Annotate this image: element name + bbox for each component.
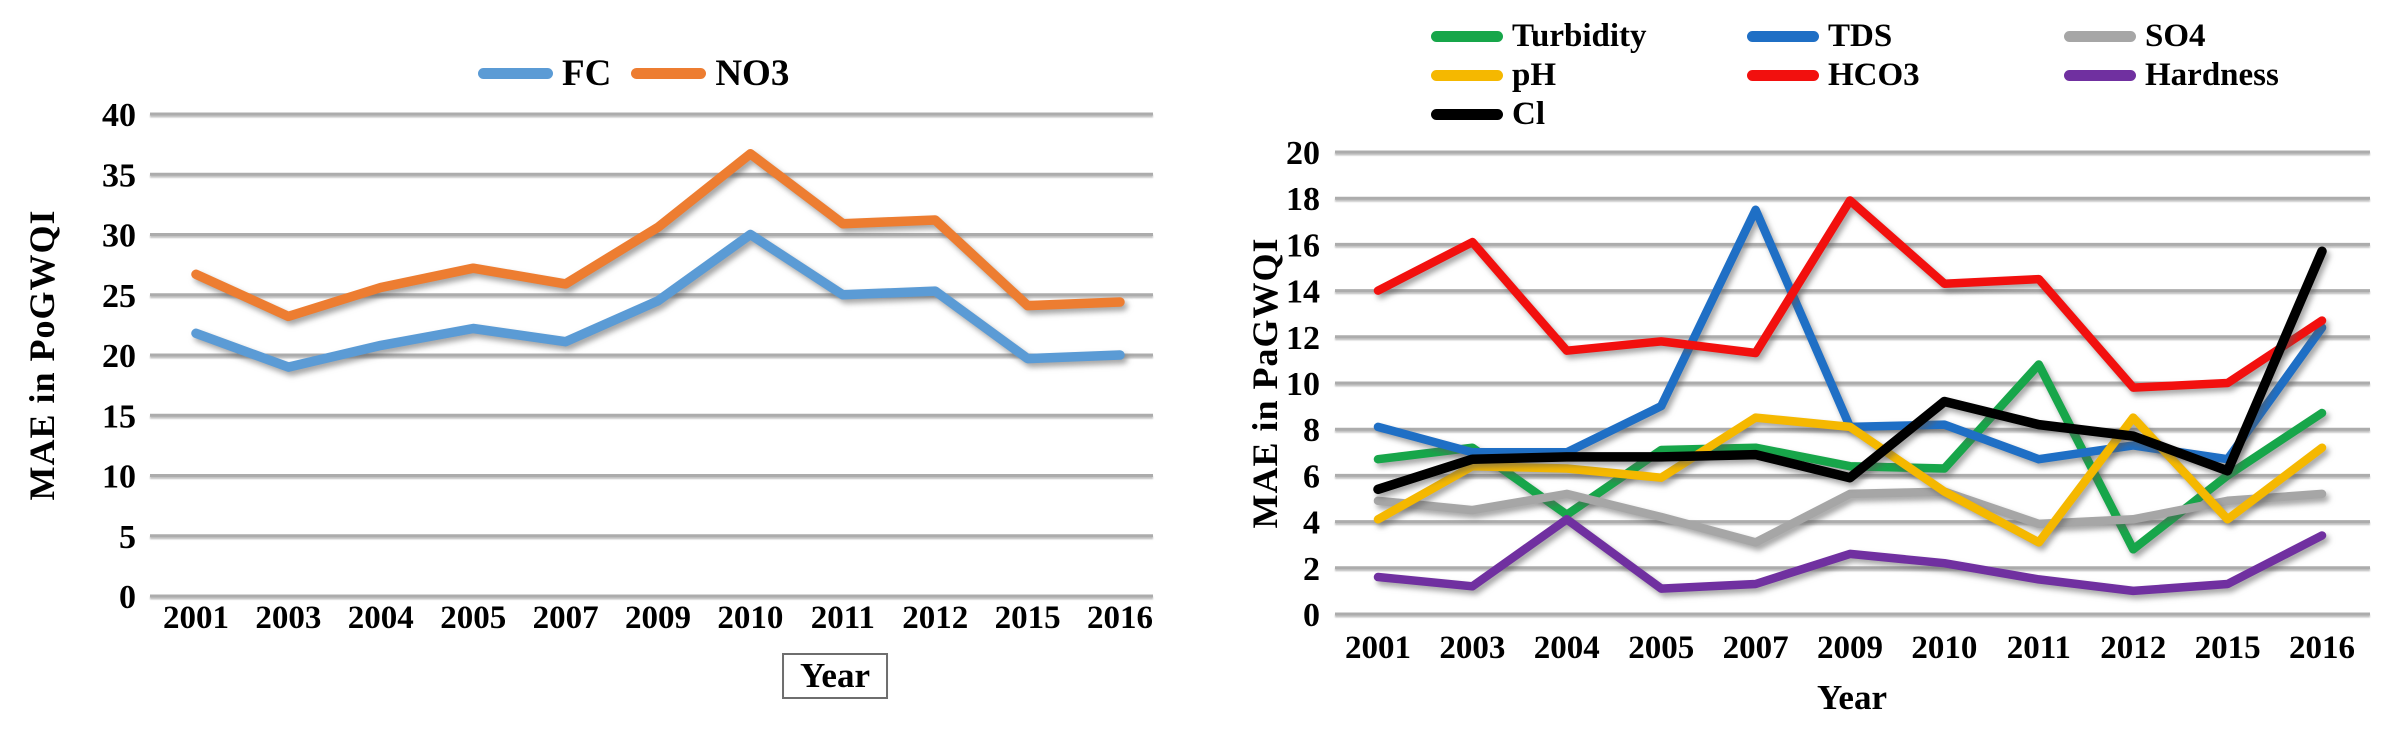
legend-item-no3: NO3 bbox=[631, 52, 789, 95]
series-line-cl bbox=[1373, 246, 2327, 495]
x-tick-label: 2016 bbox=[2289, 630, 2355, 666]
legend-swatch-hardness-icon bbox=[2064, 70, 2136, 81]
legend-item-fc: FC bbox=[478, 52, 611, 95]
x-tick-label: 2005 bbox=[1628, 630, 1694, 666]
legend-swatch-fc-icon bbox=[478, 68, 553, 79]
legend-label-tds: TDS bbox=[1828, 18, 1893, 54]
legend-swatch-cl-icon bbox=[1431, 109, 1503, 120]
series-line-hco3 bbox=[1373, 196, 2327, 392]
x-tick-label: 2007 bbox=[1723, 630, 1789, 666]
legend-item-hardness: Hardness bbox=[2064, 57, 2279, 94]
y-tick-label: 20 bbox=[102, 338, 136, 375]
legend-swatch-turbidity-icon bbox=[1431, 31, 1503, 42]
x-tick-label: 2012 bbox=[2100, 630, 2166, 666]
x-tick-label: 2004 bbox=[348, 600, 414, 636]
series-line-hardness bbox=[1373, 515, 2327, 596]
legend-swatch-no3-icon bbox=[631, 68, 707, 79]
y-tick-label: 5 bbox=[119, 519, 136, 556]
legend-swatch-ph-icon bbox=[1431, 70, 1503, 81]
y-tick-label: 20 bbox=[1286, 135, 1320, 172]
x-tick-label: 2009 bbox=[625, 600, 691, 636]
legend-label-no3: NO3 bbox=[715, 53, 790, 94]
legend-item-so4: SO4 bbox=[2064, 18, 2206, 55]
x-tick-label: 2005 bbox=[440, 600, 506, 636]
y-axis-title-pagwqi: MAE in PaGWQI bbox=[1245, 237, 1285, 529]
legend-swatch-so4-icon bbox=[2064, 31, 2136, 42]
y-tick-label: 15 bbox=[102, 398, 136, 435]
legend-item-tds: TDS bbox=[1747, 18, 1892, 55]
legend-label-hco3: HCO3 bbox=[1828, 57, 1920, 93]
y-tick-label: 25 bbox=[102, 278, 136, 315]
legend-item-turbidity: Turbidity bbox=[1431, 18, 1647, 55]
legend-swatch-hco3-icon bbox=[1747, 70, 1819, 81]
legend-swatch-tds-icon bbox=[1747, 31, 1819, 42]
y-tick-label: 6 bbox=[1303, 458, 1320, 495]
x-tick-label: 2012 bbox=[902, 600, 968, 636]
legend-item-cl: Cl bbox=[1431, 96, 1545, 133]
x-tick-label: 2001 bbox=[163, 600, 229, 636]
y-tick-label: 10 bbox=[102, 459, 136, 496]
series-line-tds bbox=[1373, 205, 2327, 464]
y-tick-label: 8 bbox=[1303, 412, 1320, 449]
x-axis-title-pagwqi: Year bbox=[1817, 678, 1887, 717]
legend-label-cl: Cl bbox=[1512, 96, 1545, 132]
x-axis-title-pogwqi: Year bbox=[782, 653, 888, 699]
x-tick-label: 2010 bbox=[1911, 630, 1977, 666]
y-tick-label: 35 bbox=[102, 157, 136, 194]
series-line-fc bbox=[191, 229, 1125, 372]
x-tick-label: 2011 bbox=[2007, 630, 2071, 666]
legend-item-hco3: HCO3 bbox=[1747, 57, 1920, 94]
y-tick-label: 14 bbox=[1286, 274, 1320, 311]
legend-label-hardness: Hardness bbox=[2145, 57, 2279, 93]
x-tick-label: 2001 bbox=[1345, 630, 1411, 666]
x-tick-label: 2010 bbox=[717, 600, 783, 636]
x-tick-label: 2009 bbox=[1817, 630, 1883, 666]
x-tick-label: 2016 bbox=[1087, 600, 1153, 636]
chart-pogwqi: 40 35 30 25 20 15 10 5 0 2001 2003 2004 2005 2007 2009… bbox=[0, 0, 1180, 743]
legend-label-turbidity: Turbidity bbox=[1512, 18, 1647, 54]
y-tick-label: 2 bbox=[1303, 551, 1320, 588]
legend-label-ph: pH bbox=[1512, 57, 1557, 93]
x-tick-label: 2011 bbox=[811, 600, 875, 636]
y-tick-label: 12 bbox=[1286, 320, 1320, 357]
x-tick-label: 2007 bbox=[533, 600, 599, 636]
y-tick-label: 0 bbox=[1303, 597, 1320, 634]
legend-label-fc: FC bbox=[562, 53, 612, 94]
series-line-no3 bbox=[191, 149, 1125, 322]
y-axis-title-pogwqi: MAE in PoGWQI bbox=[22, 209, 62, 501]
y-tick-label: 16 bbox=[1286, 227, 1320, 264]
y-tick-label: 30 bbox=[102, 218, 136, 255]
y-tick-label: 40 bbox=[102, 97, 136, 134]
y-tick-label: 4 bbox=[1303, 505, 1320, 542]
y-tick-label: 18 bbox=[1286, 181, 1320, 218]
chart-pagwqi: 20 18 16 14 12 10 8 6 4 2 0 2001 2003 2004 2005 2007 200… bbox=[1180, 0, 2394, 743]
x-tick-label: 2003 bbox=[255, 600, 321, 636]
legend-pogwqi: FC NO3 bbox=[478, 52, 789, 95]
series-line-turbidity bbox=[1373, 360, 2327, 554]
y-tick-label: 0 bbox=[119, 579, 136, 616]
x-tick-label: 2004 bbox=[1534, 630, 1600, 666]
x-tick-label: 2015 bbox=[2195, 630, 2261, 666]
legend-item-ph: pH bbox=[1431, 57, 1556, 94]
y-tick-label: 10 bbox=[1286, 366, 1320, 403]
x-tick-label: 2015 bbox=[995, 600, 1061, 636]
x-tick-label: 2003 bbox=[1439, 630, 1505, 666]
series-line-so4 bbox=[1373, 487, 2327, 547]
legend-label-so4: SO4 bbox=[2145, 18, 2206, 54]
